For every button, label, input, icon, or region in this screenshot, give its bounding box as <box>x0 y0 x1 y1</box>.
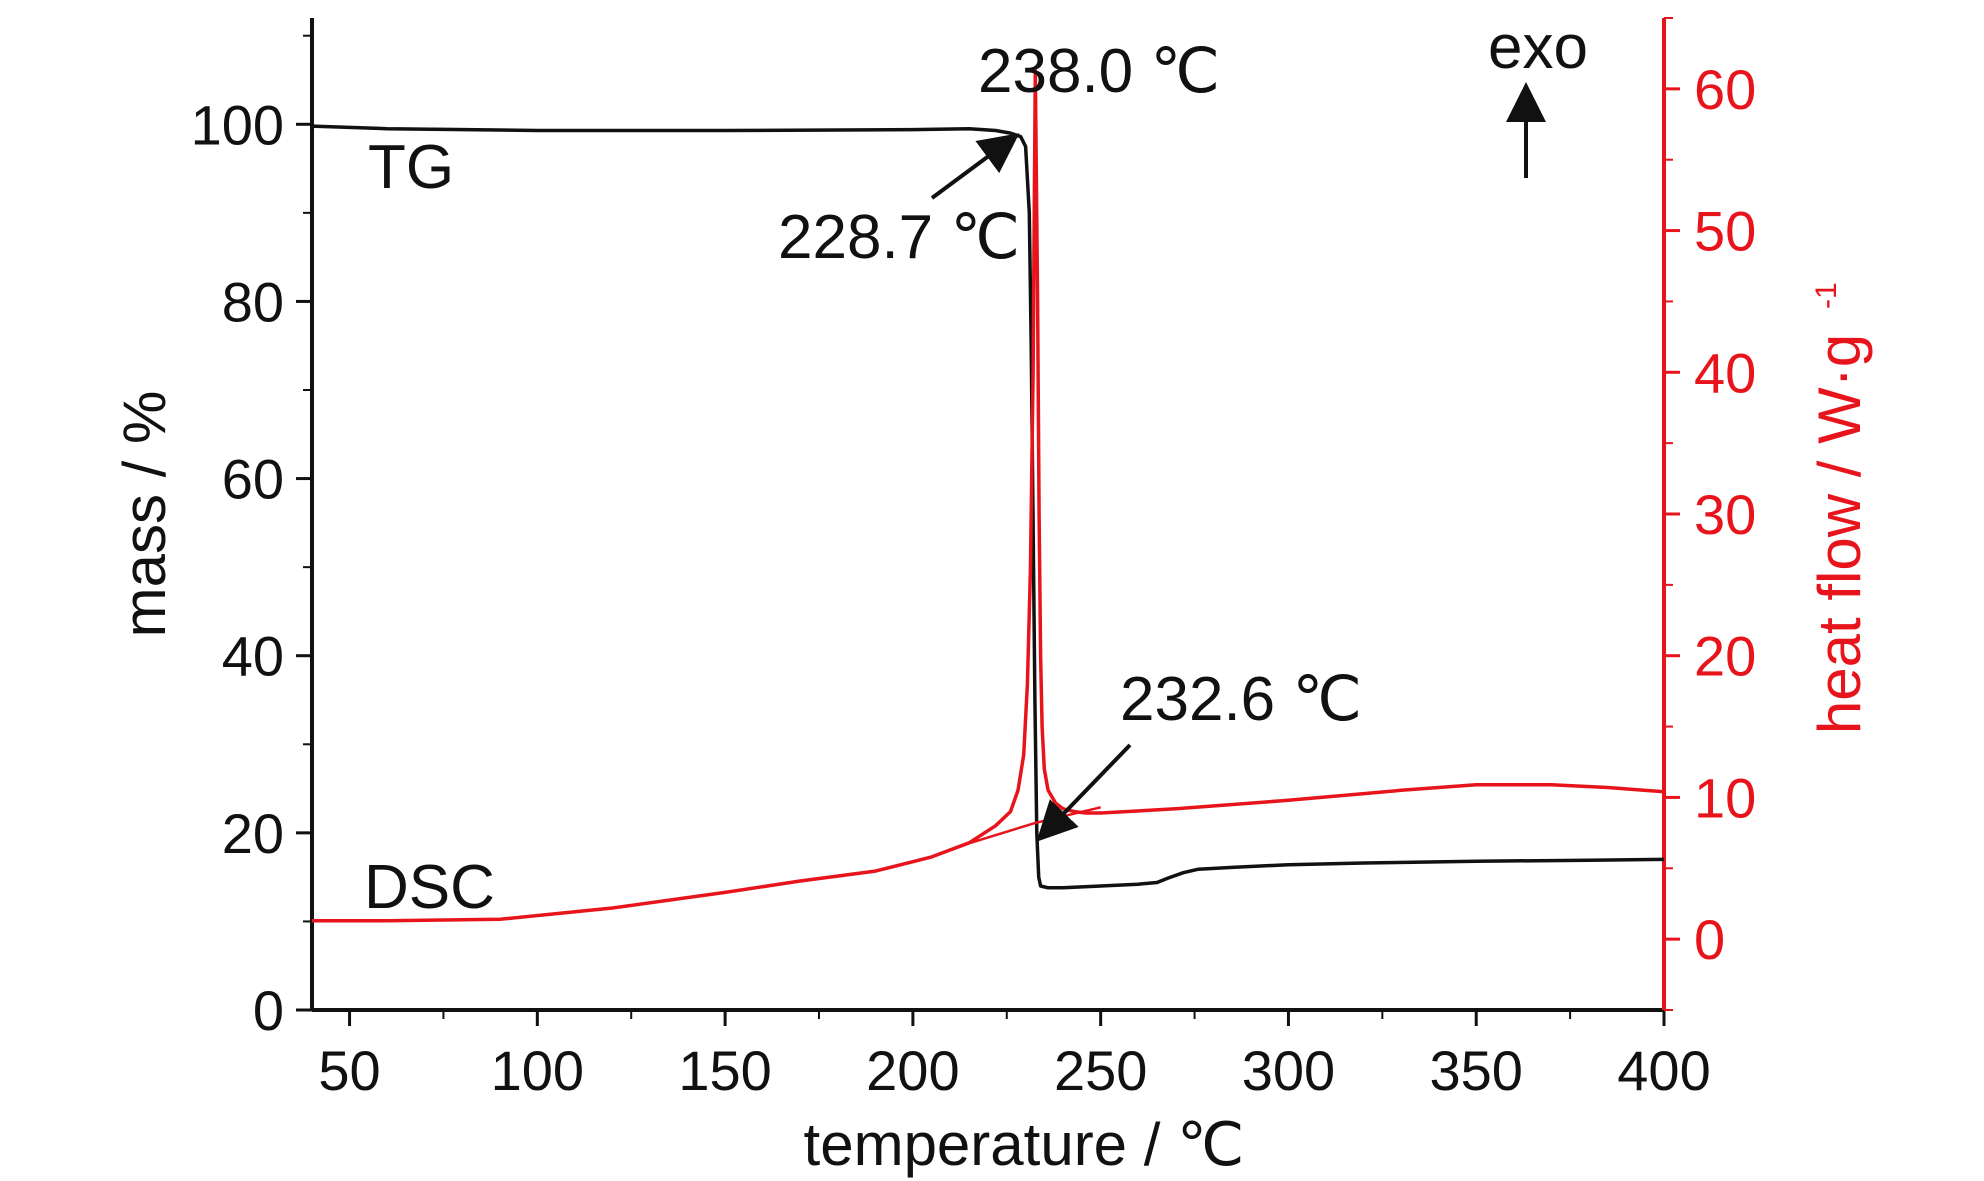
x-axis-ticks: 50 100 150 200 250 300 350 400 <box>318 1010 1711 1102</box>
y2-tick-label: 20 <box>1694 625 1756 688</box>
label-exo: exo <box>1488 13 1588 82</box>
x-tick-label: 250 <box>1054 1039 1147 1102</box>
x-tick-label: 400 <box>1617 1039 1710 1102</box>
y2-tick-label: 50 <box>1694 200 1756 263</box>
y2-axis-title-superscript: -1 <box>1810 282 1843 309</box>
dsc-series-line <box>312 68 1665 923</box>
x-axis-title: temperature / ℃ <box>804 1111 1245 1178</box>
y-tick-label: 20 <box>222 802 284 865</box>
x-tick-label: 200 <box>866 1039 959 1102</box>
annotation-232-6: 232.6 ℃ <box>1120 665 1362 734</box>
y-axis-title: mass / % <box>111 391 178 638</box>
x-tick-label: 300 <box>1242 1039 1335 1102</box>
y2-tick-label: 40 <box>1694 341 1756 404</box>
x-tick-label: 150 <box>678 1039 771 1102</box>
x-tick-label: 350 <box>1430 1039 1523 1102</box>
y-tick-label: 0 <box>253 979 284 1042</box>
y2-tick-label: 60 <box>1694 58 1756 121</box>
y-tick-label: 40 <box>222 625 284 688</box>
y-tick-label: 100 <box>191 93 284 156</box>
y2-tick-label: 30 <box>1694 483 1756 546</box>
annotation-228-7: 228.7 ℃ <box>778 203 1020 272</box>
label-dsc: DSC <box>364 853 495 922</box>
y2-tick-label: 10 <box>1694 766 1756 829</box>
right-y-axis-ticks: 0 10 20 30 40 50 60 <box>1664 17 1756 1011</box>
label-tg: TG <box>368 133 454 202</box>
arrow-228-7 <box>930 133 1020 200</box>
annotation-238-0: 238.0 ℃ <box>978 37 1220 106</box>
y-tick-label: 80 <box>222 270 284 333</box>
left-y-axis-ticks: 0 20 40 60 80 100 <box>191 34 312 1042</box>
tg-series-line <box>311 124 1665 890</box>
y2-tick-label: 0 <box>1694 908 1725 971</box>
x-tick-label: 100 <box>491 1039 584 1102</box>
y2-axis-title: heat flow / W·g <box>1806 334 1873 734</box>
x-tick-label: 50 <box>318 1039 380 1102</box>
y-tick-label: 60 <box>222 448 284 511</box>
arrow-232-6 <box>1036 743 1132 842</box>
